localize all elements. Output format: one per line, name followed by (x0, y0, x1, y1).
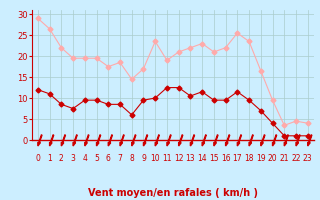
Text: 20: 20 (268, 154, 277, 163)
Text: 22: 22 (291, 154, 301, 163)
Text: 10: 10 (150, 154, 160, 163)
Text: Vent moyen/en rafales ( km/h ): Vent moyen/en rafales ( km/h ) (88, 188, 258, 198)
Text: 0: 0 (36, 154, 40, 163)
Text: 18: 18 (244, 154, 254, 163)
Text: 3: 3 (71, 154, 76, 163)
Text: 2: 2 (59, 154, 64, 163)
Text: 15: 15 (209, 154, 219, 163)
Text: 16: 16 (221, 154, 230, 163)
Text: 23: 23 (303, 154, 313, 163)
Text: 7: 7 (117, 154, 123, 163)
Text: 8: 8 (129, 154, 134, 163)
Text: 4: 4 (82, 154, 87, 163)
Text: 11: 11 (162, 154, 172, 163)
Text: 21: 21 (279, 154, 289, 163)
Text: 1: 1 (47, 154, 52, 163)
Text: 19: 19 (256, 154, 266, 163)
Text: 13: 13 (186, 154, 195, 163)
Text: 12: 12 (174, 154, 183, 163)
Text: 14: 14 (197, 154, 207, 163)
Text: 5: 5 (94, 154, 99, 163)
Text: 9: 9 (141, 154, 146, 163)
Text: 17: 17 (233, 154, 242, 163)
Text: 6: 6 (106, 154, 111, 163)
